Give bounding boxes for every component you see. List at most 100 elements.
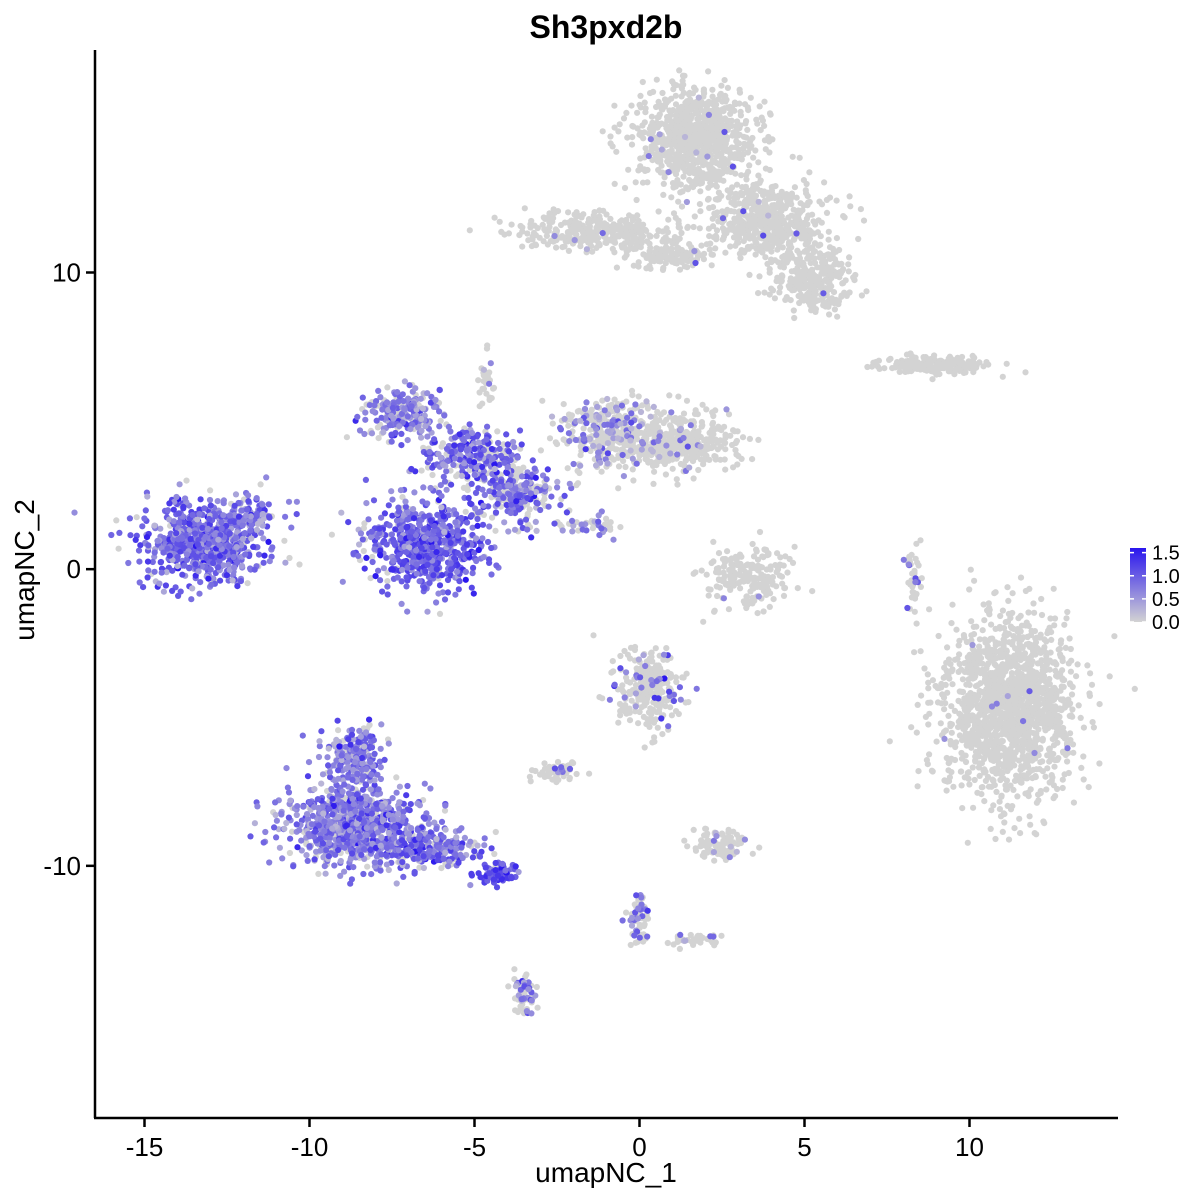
cell-point	[722, 466, 729, 473]
cell-point	[620, 457, 627, 465]
cell-point	[914, 361, 921, 368]
cell-point	[694, 120, 702, 127]
cell-point	[984, 607, 991, 614]
cell-point	[809, 211, 816, 218]
cell-point	[958, 782, 965, 789]
cell-point	[1002, 684, 1009, 691]
cell-point	[710, 234, 717, 241]
cell-point	[691, 213, 698, 220]
cell-point	[1028, 627, 1035, 634]
cell-point	[834, 313, 841, 320]
cell-point	[762, 218, 769, 225]
cell-point	[667, 253, 674, 260]
cell-point	[926, 751, 933, 758]
cell-point	[1001, 726, 1009, 733]
cell-point	[960, 632, 968, 639]
cell-point	[842, 277, 849, 284]
cell-point	[1080, 724, 1087, 731]
cell-point	[955, 668, 962, 676]
cell-point	[1024, 758, 1031, 766]
cell-point	[959, 359, 966, 366]
cell-point	[680, 153, 687, 160]
cell-point	[755, 290, 762, 297]
cell-point	[1066, 635, 1073, 642]
cell-point	[642, 109, 649, 116]
cell-point	[976, 656, 983, 663]
cell-point	[750, 154, 757, 161]
cell-point	[683, 249, 690, 256]
cell-point	[799, 207, 806, 214]
cell-point	[733, 181, 741, 188]
cell-point	[768, 248, 775, 255]
cell-point	[955, 697, 962, 704]
cell-point	[949, 681, 956, 688]
cell-point	[918, 692, 925, 699]
cell-point	[1096, 760, 1103, 767]
cell-point	[925, 721, 932, 728]
cell-point	[924, 671, 931, 678]
cell-point	[761, 200, 768, 207]
cell-point	[765, 133, 772, 141]
cell-point	[997, 612, 1004, 620]
cell-point	[980, 601, 987, 608]
cell-point	[996, 648, 1003, 655]
cell-point	[369, 553, 376, 561]
cell-point	[992, 835, 999, 843]
cell-point	[929, 677, 937, 684]
cell-point	[626, 212, 633, 219]
cell-point	[539, 397, 546, 404]
cell-point	[207, 487, 214, 494]
cell-point	[734, 239, 741, 246]
cell-point	[724, 84, 732, 91]
cell-point	[1039, 768, 1046, 775]
cell-point	[1002, 719, 1009, 727]
cell-point	[1017, 767, 1024, 774]
cell-point	[759, 117, 767, 124]
cell-point	[1086, 692, 1093, 700]
cell-point	[775, 242, 783, 249]
cell-point	[547, 238, 554, 245]
cell-point	[1025, 657, 1033, 664]
cell-point	[967, 662, 974, 669]
cell-point	[802, 293, 809, 300]
cell-point	[817, 264, 824, 271]
cell-point	[698, 423, 705, 430]
cell-point	[1007, 623, 1015, 630]
cell-point	[560, 401, 567, 408]
cell-point	[655, 98, 662, 105]
cell-point	[972, 758, 979, 765]
cell-point	[971, 577, 978, 584]
cell-point	[736, 86, 743, 93]
cell-point	[988, 690, 996, 697]
cell-point	[997, 813, 1005, 820]
cell-point	[931, 352, 938, 359]
cell-point	[1012, 663, 1019, 670]
cell-point	[589, 230, 596, 237]
cell-point	[740, 146, 747, 153]
cell-point	[669, 240, 676, 247]
cell-point	[715, 96, 722, 103]
cell-point	[707, 182, 715, 189]
cell-point	[710, 431, 717, 438]
cell-point	[981, 798, 988, 805]
cell-point	[528, 217, 535, 225]
cell-point	[384, 578, 391, 585]
cell-point	[983, 359, 990, 366]
cell-point	[1054, 785, 1061, 793]
cell-point	[905, 357, 912, 364]
cell-point	[630, 477, 637, 484]
cell-point	[475, 377, 482, 384]
cell-point	[730, 464, 737, 471]
cell-point	[549, 420, 556, 427]
cell-point	[742, 120, 749, 127]
cell-point	[965, 775, 972, 782]
cell-point	[766, 269, 773, 276]
cell-point	[628, 102, 635, 109]
cell-point	[1080, 753, 1087, 760]
cell-point	[1011, 750, 1018, 757]
cell-point	[858, 292, 866, 299]
cell-point	[589, 525, 597, 532]
cell-point	[1025, 743, 1032, 750]
cell-point	[1012, 645, 1019, 652]
cell-point	[1075, 702, 1082, 709]
